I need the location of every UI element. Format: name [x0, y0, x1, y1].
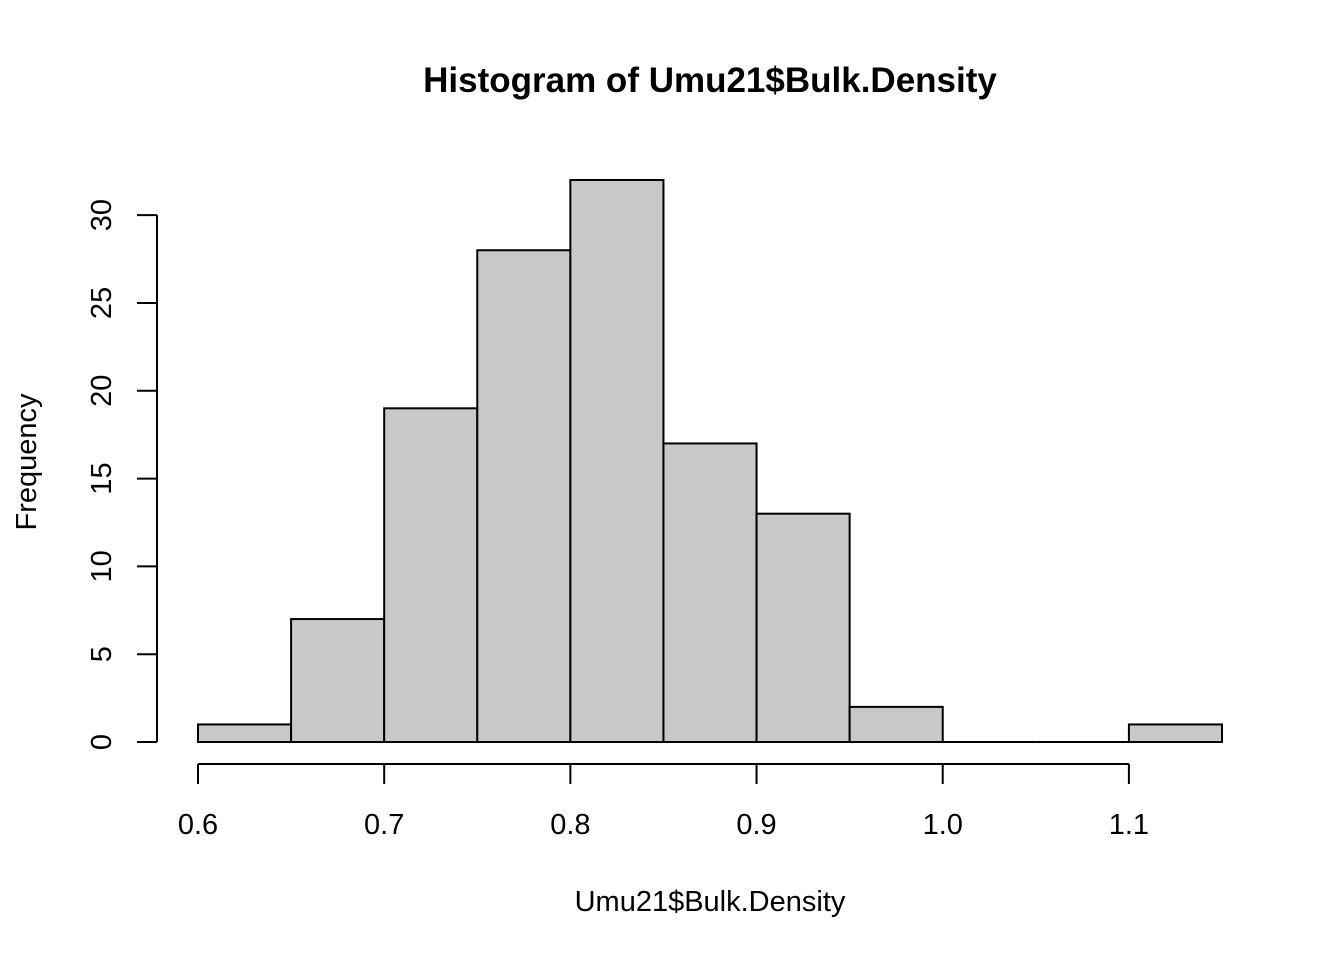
histogram-bar-1: [290, 618, 386, 743]
y-tick-label: 5: [86, 646, 118, 662]
histogram-bar-5: [662, 442, 758, 743]
histogram-bar-10: [1127, 723, 1223, 743]
y-tick-label: 30: [86, 199, 118, 231]
y-axis-label: Frequency: [11, 393, 43, 531]
x-axis-ticks: 0.6 0.7 0.8 0.9 1.0 1.1: [178, 764, 1149, 841]
x-tick-label: 0.6: [178, 809, 218, 841]
histogram-bar-7: [848, 705, 944, 743]
y-tick-label: 10: [86, 550, 118, 582]
y-tick-label: 25: [86, 287, 118, 319]
histogram-bar-6: [755, 512, 851, 743]
x-tick-label: 0.9: [736, 809, 776, 841]
y-tick-label: 15: [86, 462, 118, 494]
x-tick-label: 1.1: [1109, 809, 1149, 841]
x-tick-label: 0.7: [364, 809, 404, 841]
x-tick-label: 0.8: [550, 809, 590, 841]
histogram-bar-3: [476, 249, 572, 743]
x-tick-label: 1.0: [923, 809, 963, 841]
x-axis-label: Umu21$Bulk.Density: [575, 886, 846, 918]
chart-title: Histogram of Umu21$Bulk.Density: [423, 61, 997, 100]
y-tick-label: 20: [86, 375, 118, 407]
histogram-bar-2: [383, 407, 479, 743]
bars-group: [197, 179, 1223, 743]
histogram-bar-4: [569, 179, 665, 743]
histogram-bar-0: [197, 723, 293, 743]
y-axis-ticks: 0 5 10 15 20 25 30: [86, 199, 157, 750]
y-tick-label: 0: [86, 734, 118, 750]
